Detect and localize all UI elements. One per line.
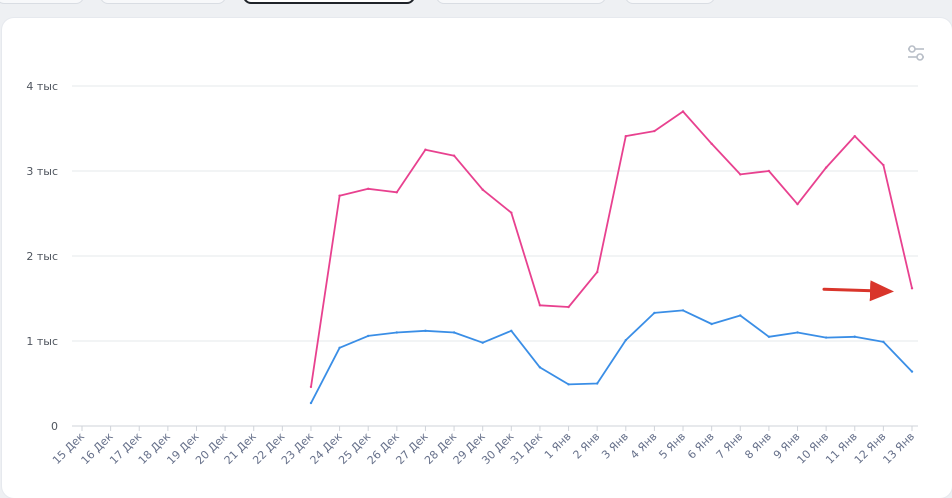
series-2-point xyxy=(424,329,427,332)
filter-bar xyxy=(0,0,952,14)
y-tick-label: 1 тыс xyxy=(26,335,58,348)
x-tick-label: 8 Янв xyxy=(742,430,774,462)
series-1-point xyxy=(710,142,713,145)
series-1-point xyxy=(595,270,599,274)
series-2-point xyxy=(538,366,542,369)
series-2-point xyxy=(853,335,856,338)
series-2-point xyxy=(767,335,771,338)
series-1-point xyxy=(653,129,656,133)
sliders-icon[interactable] xyxy=(906,44,926,62)
series-1-point xyxy=(395,191,399,194)
series-1-point xyxy=(910,287,914,290)
series-1-point xyxy=(767,169,771,173)
series-1-point xyxy=(824,166,828,169)
x-tick-label: 31 Дек xyxy=(508,430,545,467)
series-2-point xyxy=(338,346,341,349)
x-tick-label: 5 Янв xyxy=(656,430,688,462)
series-1-point xyxy=(739,173,742,176)
y-tick-label: 3 тыс xyxy=(26,165,58,178)
y-tick-label: 0 xyxy=(51,420,58,433)
series-2-point xyxy=(567,383,570,386)
series-1-point xyxy=(309,385,313,389)
annotation-arrow xyxy=(822,280,894,302)
x-tick-label: 3 Янв xyxy=(599,430,631,462)
series-2-point xyxy=(710,322,713,326)
series-2-point xyxy=(309,401,313,405)
y-tick-label: 4 тыс xyxy=(26,80,58,93)
series-2-point xyxy=(796,331,799,334)
x-tick-label: 7 Янв xyxy=(714,430,746,462)
series-2-point xyxy=(739,314,742,317)
y-tick-label: 2 тыс xyxy=(26,250,58,263)
series-line-1 xyxy=(310,110,913,388)
series-2-point xyxy=(910,370,914,373)
series-1-point xyxy=(853,134,856,138)
series-1-point xyxy=(452,154,456,157)
series-1-point xyxy=(681,110,685,113)
x-tick-label: 1 Янв xyxy=(542,430,574,462)
chart-card xyxy=(2,18,952,498)
series-1-point xyxy=(796,202,799,206)
series-2-point xyxy=(452,331,456,334)
series-2-point xyxy=(882,340,885,344)
series-2-point xyxy=(681,309,685,312)
series-2-point xyxy=(481,341,484,344)
series-2-point xyxy=(824,336,828,339)
x-tick-label: 13 Янв xyxy=(880,430,917,467)
series-2-point xyxy=(653,311,656,315)
series-1-point xyxy=(567,305,570,309)
x-tick-label: 6 Янв xyxy=(685,430,717,462)
series-1-point xyxy=(481,188,484,191)
series-1-point xyxy=(510,211,513,214)
series-1-point xyxy=(338,194,341,197)
series-2-point xyxy=(510,329,513,332)
series-1-point xyxy=(367,187,370,191)
x-tick-label: 2 Янв xyxy=(571,430,603,462)
series-2-point xyxy=(595,382,599,385)
x-tick-label: 4 Янв xyxy=(628,430,660,462)
series-1-point xyxy=(624,134,627,138)
series-2-point xyxy=(367,334,370,338)
series-1-point xyxy=(882,163,885,167)
series-2-point xyxy=(395,331,399,334)
series-2-point xyxy=(624,338,627,342)
series-1-point xyxy=(538,304,542,307)
series-1-point xyxy=(424,148,427,151)
series-line-2 xyxy=(310,309,913,404)
